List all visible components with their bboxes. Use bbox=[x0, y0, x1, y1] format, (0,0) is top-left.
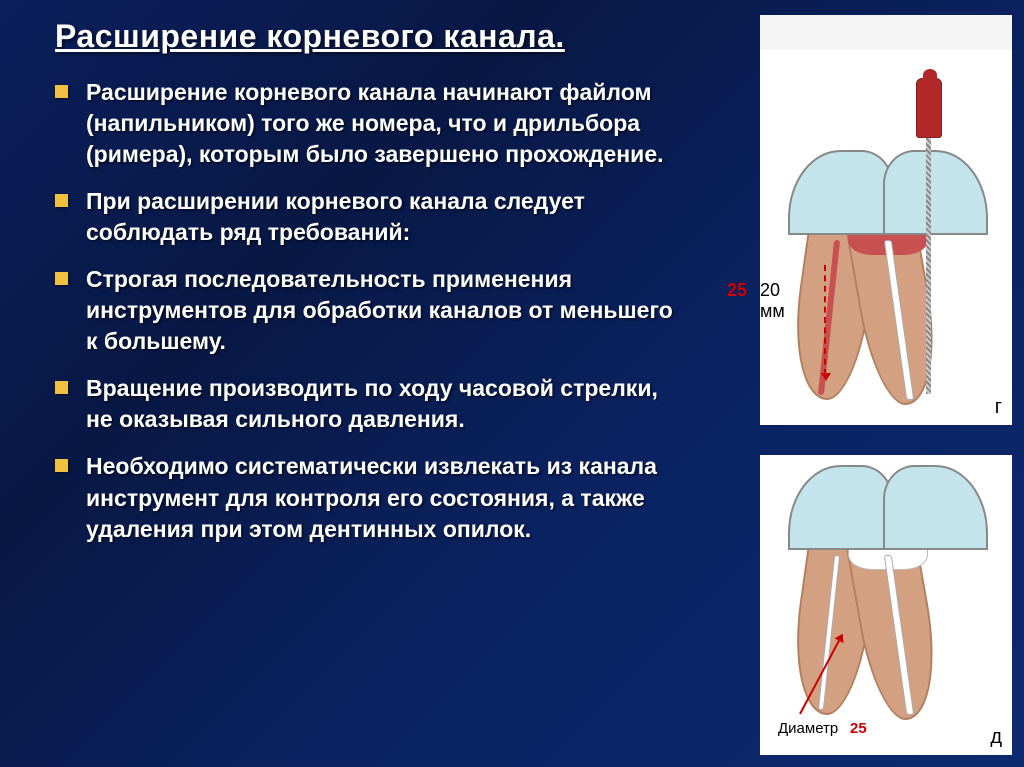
bullet-icon bbox=[55, 272, 68, 285]
bullet-text: При расширении корневого канала следует … bbox=[86, 186, 685, 248]
bullet-text: Необходимо систематически извлекать из к… bbox=[86, 451, 685, 544]
bullet-icon bbox=[55, 194, 68, 207]
endo-file-shaft bbox=[926, 136, 931, 394]
figure-bottom: Диаметр 25 д bbox=[760, 455, 1012, 755]
figure-area: г 25 20 мм Диаметр 25 д bbox=[760, 15, 1012, 755]
bullet-icon bbox=[55, 459, 68, 472]
bullet-text: Расширение корневого канала начинают фай… bbox=[86, 77, 685, 170]
bullet-item: Вращение производить по ходу часовой стр… bbox=[55, 373, 685, 435]
bullet-text: Строгая последовательность применения ин… bbox=[86, 264, 685, 357]
bullet-text: Вращение производить по ходу часовой стр… bbox=[86, 373, 685, 435]
arrow-down-icon bbox=[824, 265, 826, 375]
figure-top: г bbox=[760, 15, 1012, 425]
endo-file-handle bbox=[916, 78, 942, 138]
panel-letter: г bbox=[995, 396, 1002, 419]
length-label: 20 мм bbox=[760, 280, 802, 322]
tooth-diagram-1 bbox=[788, 150, 988, 405]
bullet-icon bbox=[55, 381, 68, 394]
diameter-value: 25 bbox=[850, 720, 867, 737]
bullet-icon bbox=[55, 85, 68, 98]
bullet-item: Расширение корневого канала начинают фай… bbox=[55, 77, 685, 170]
slide-content: Расширение корневого канала. Расширение … bbox=[0, 0, 740, 581]
bullet-item: Необходимо систематически извлекать из к… bbox=[55, 451, 685, 544]
file-size-label: 25 bbox=[727, 280, 747, 301]
bullet-item: При расширении корневого канала следует … bbox=[55, 186, 685, 248]
bullet-item: Строгая последовательность применения ин… bbox=[55, 264, 685, 357]
diameter-word: Диаметр bbox=[778, 720, 838, 737]
slide-title: Расширение корневого канала. bbox=[55, 18, 685, 55]
panel-letter: д bbox=[990, 726, 1002, 749]
